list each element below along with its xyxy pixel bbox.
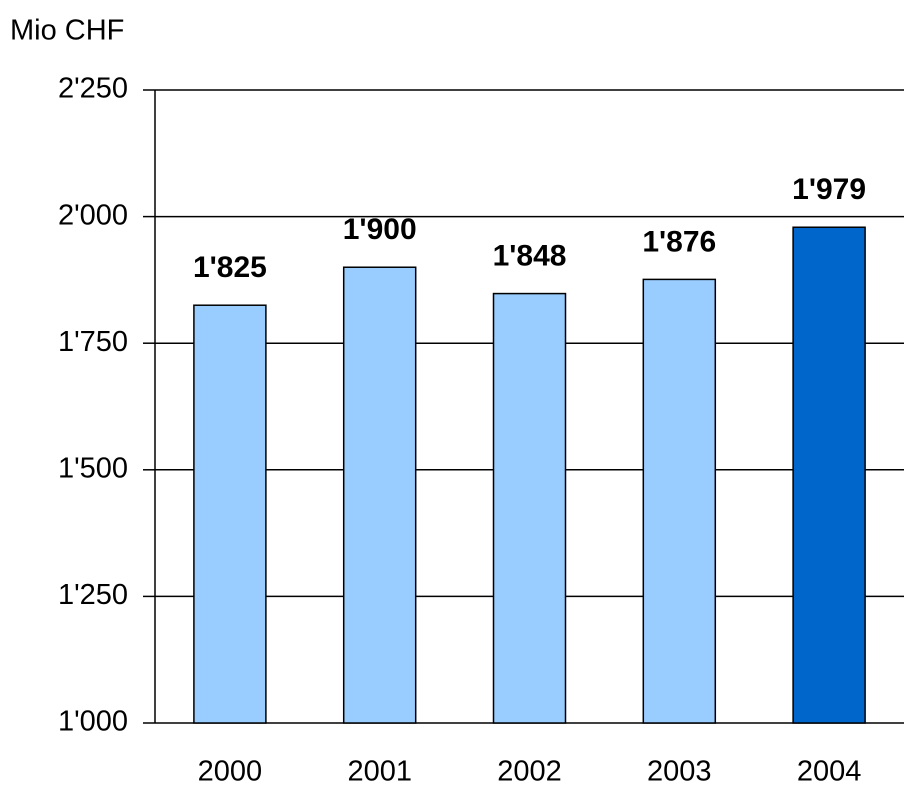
bar bbox=[792, 226, 866, 724]
bar bbox=[492, 292, 567, 724]
bar bbox=[193, 304, 267, 724]
bar bbox=[342, 266, 417, 724]
data-label: 1'979 bbox=[792, 173, 866, 206]
y-tick-label: 2'250 bbox=[58, 73, 128, 105]
x-tick-label: 2003 bbox=[647, 756, 712, 788]
y-tick-label: 1'000 bbox=[58, 706, 128, 738]
y-tick-label: 1'250 bbox=[58, 579, 128, 611]
y-axis-label: Mio CHF bbox=[10, 15, 124, 47]
data-label: 1'825 bbox=[193, 251, 267, 284]
y-tick-label: 1'500 bbox=[58, 452, 128, 484]
data-label: 1'848 bbox=[493, 239, 567, 272]
x-tick-label: 2001 bbox=[347, 756, 412, 788]
y-tick-label: 2'000 bbox=[58, 199, 128, 231]
x-tick-label: 2000 bbox=[198, 756, 263, 788]
x-tick-label: 2002 bbox=[497, 756, 562, 788]
data-label: 1'900 bbox=[343, 213, 417, 246]
data-label: 1'876 bbox=[642, 225, 716, 258]
y-tick-label: 1'750 bbox=[58, 326, 128, 358]
x-tick-label: 2004 bbox=[797, 756, 862, 788]
bar bbox=[642, 278, 717, 724]
